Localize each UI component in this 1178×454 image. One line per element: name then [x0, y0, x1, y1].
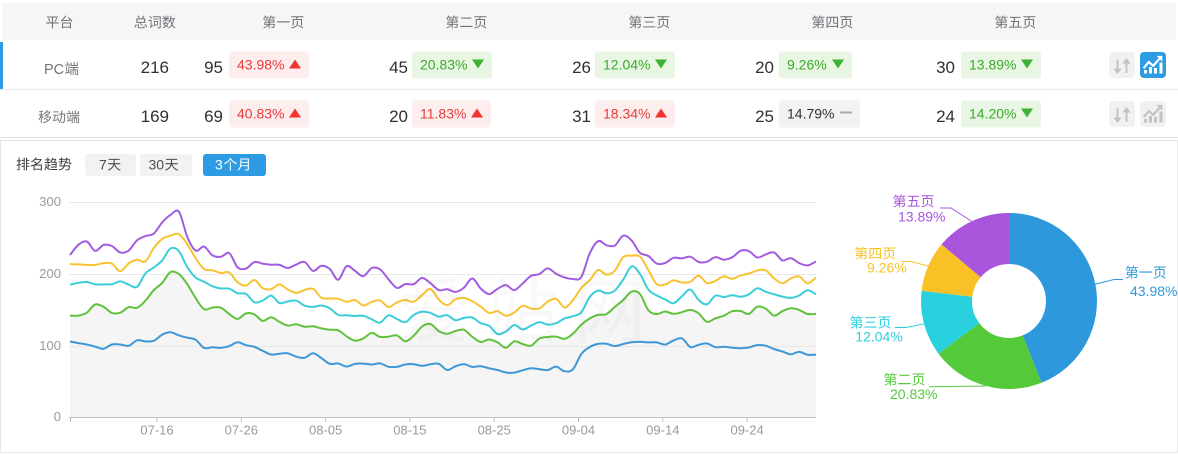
svg-text:0: 0	[54, 409, 61, 424]
svg-text:07-26: 07-26	[225, 423, 258, 438]
svg-text:12.04%: 12.04%	[855, 329, 902, 345]
svg-text:200: 200	[39, 266, 61, 281]
svg-text:09-14: 09-14	[646, 423, 679, 438]
svg-text:100: 100	[39, 338, 61, 353]
svg-text:9.26%: 9.26%	[867, 259, 907, 275]
svg-text:08-15: 08-15	[393, 423, 426, 438]
svg-text:08-25: 08-25	[478, 423, 511, 438]
svg-text:09-04: 09-04	[562, 423, 595, 438]
svg-text:PC: PC	[44, 62, 64, 78]
svg-text:07-16: 07-16	[140, 423, 173, 438]
svg-text:30: 30	[149, 157, 165, 173]
svg-text:20.83%: 20.83%	[890, 386, 937, 402]
svg-text:13.89%: 13.89%	[898, 209, 945, 225]
svg-text:43.98%: 43.98%	[1130, 283, 1177, 299]
svg-text:09-24: 09-24	[730, 423, 763, 438]
svg-text:300: 300	[39, 194, 61, 209]
svg-text:3: 3	[215, 157, 223, 173]
svg-text:08-05: 08-05	[309, 423, 342, 438]
svg-text:7: 7	[99, 157, 107, 173]
